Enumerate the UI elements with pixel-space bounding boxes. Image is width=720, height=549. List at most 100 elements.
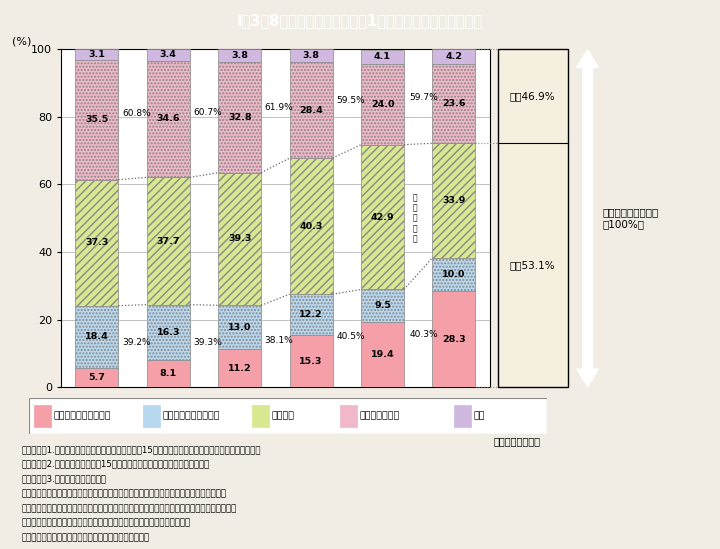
Bar bbox=[289, 335, 333, 387]
Bar bbox=[433, 49, 475, 64]
Text: 38.1%: 38.1% bbox=[265, 335, 294, 345]
Bar bbox=[218, 172, 261, 305]
Bar bbox=[147, 360, 189, 387]
Text: 59.5%: 59.5% bbox=[336, 96, 365, 105]
Text: 35.5: 35.5 bbox=[85, 115, 109, 124]
Text: 9.5: 9.5 bbox=[374, 301, 391, 310]
Bar bbox=[361, 322, 404, 387]
Bar bbox=[34, 405, 51, 427]
Text: 第１子出産前有職者
（100%）: 第１子出産前有職者 （100%） bbox=[603, 208, 659, 229]
Bar bbox=[218, 49, 261, 62]
Bar bbox=[361, 64, 404, 144]
Text: 就業継続（育休利用）－妊娠判明時就業〜育児休業取得〜子供１歳時就業: 就業継続（育休利用）－妊娠判明時就業〜育児休業取得〜子供１歳時就業 bbox=[22, 489, 226, 498]
Text: 24.0: 24.0 bbox=[371, 99, 395, 109]
Text: 40.5%: 40.5% bbox=[336, 332, 365, 340]
Bar bbox=[76, 49, 118, 60]
Text: 42.9: 42.9 bbox=[371, 212, 395, 222]
Text: 28.4: 28.4 bbox=[300, 106, 323, 115]
Text: 16.3: 16.3 bbox=[156, 328, 180, 337]
Bar bbox=[218, 62, 261, 172]
Bar bbox=[433, 64, 475, 143]
FancyBboxPatch shape bbox=[29, 398, 547, 434]
Text: 12〜16: 12〜16 bbox=[297, 406, 325, 414]
Bar bbox=[76, 306, 118, 368]
Bar bbox=[147, 305, 189, 360]
Text: 平成２〜６: 平成２〜６ bbox=[155, 406, 181, 414]
Text: 23.6: 23.6 bbox=[442, 99, 466, 108]
Text: 39.3%: 39.3% bbox=[193, 338, 222, 347]
Text: （2005〜2009）: （2005〜2009） bbox=[351, 419, 413, 428]
Text: 就業継続（育休利用）: 就業継続（育休利用） bbox=[54, 411, 111, 421]
Text: 出産退職　　　　　　－妊娠判明時就業〜子供１歳時無職: 出産退職 －妊娠判明時就業〜子供１歳時無職 bbox=[22, 519, 190, 528]
Text: 妊娠前から無職: 妊娠前から無職 bbox=[359, 411, 400, 421]
Bar bbox=[289, 294, 333, 335]
Text: （1990〜1994）: （1990〜1994） bbox=[138, 419, 199, 428]
Text: 就業継続（育休なし）: 就業継続（育休なし） bbox=[163, 411, 220, 421]
Bar bbox=[218, 305, 261, 349]
Text: （1985〜1989）: （1985〜1989） bbox=[66, 419, 128, 428]
Text: 19.4: 19.4 bbox=[371, 350, 395, 359]
Bar bbox=[76, 180, 118, 306]
Bar bbox=[433, 143, 475, 257]
Text: 5.7: 5.7 bbox=[89, 373, 105, 382]
Text: （子供の出生年）: （子供の出生年） bbox=[493, 436, 540, 446]
Text: 出産退職: 出産退職 bbox=[271, 411, 294, 421]
Text: 出
産
前
有
職: 出 産 前 有 職 bbox=[413, 193, 417, 244]
Bar bbox=[433, 292, 475, 387]
Text: 3.1: 3.1 bbox=[89, 50, 105, 59]
Text: 就業継続（育休なし）－妊娠判明時就業〜育児休業取得なし〜子供１歳時就業: 就業継続（育休なし）－妊娠判明時就業〜育児休業取得なし〜子供１歳時就業 bbox=[22, 504, 237, 513]
Text: 33.9: 33.9 bbox=[442, 196, 466, 205]
Text: 37.7: 37.7 bbox=[156, 237, 180, 245]
Text: 無職46.9%: 無職46.9% bbox=[510, 91, 555, 102]
Bar bbox=[361, 289, 404, 322]
Text: 34.6: 34.6 bbox=[156, 114, 180, 124]
Bar bbox=[147, 60, 189, 177]
Text: 13.0: 13.0 bbox=[228, 323, 251, 332]
Bar bbox=[143, 405, 160, 427]
Text: 3.　出産前後の就業経歴: 3. 出産前後の就業経歴 bbox=[22, 474, 107, 484]
Text: 40.3: 40.3 bbox=[300, 222, 323, 231]
Text: 11.2: 11.2 bbox=[228, 363, 251, 373]
Text: 3.4: 3.4 bbox=[160, 51, 176, 59]
Text: ７〜11: ７〜11 bbox=[228, 406, 251, 414]
Text: 4.2: 4.2 bbox=[446, 52, 462, 61]
Text: 60.7%: 60.7% bbox=[193, 108, 222, 117]
Text: 15.3: 15.3 bbox=[300, 357, 323, 366]
Bar bbox=[454, 405, 471, 427]
Text: 61.9%: 61.9% bbox=[265, 103, 294, 112]
Bar bbox=[289, 158, 333, 294]
Text: 不詳: 不詳 bbox=[474, 411, 485, 421]
Text: 59.7%: 59.7% bbox=[410, 93, 438, 102]
Text: （備考）　1.　国立社会保障・人口問題研究所「第15回出生動向基本調査（夫婦調査）」より作成。: （備考） 1. 国立社会保障・人口問題研究所「第15回出生動向基本調査（夫婦調査… bbox=[22, 445, 261, 454]
Text: 10.0: 10.0 bbox=[442, 270, 466, 279]
Text: （2010〜2014）: （2010〜2014） bbox=[423, 419, 485, 428]
Bar bbox=[76, 368, 118, 387]
Text: （1995〜1999）: （1995〜1999） bbox=[209, 419, 271, 428]
Bar bbox=[147, 177, 189, 305]
Text: 妊娠前から無職　　　－妊娠判明時無職: 妊娠前から無職 －妊娠判明時無職 bbox=[22, 534, 150, 542]
Bar bbox=[433, 257, 475, 292]
Text: 18.4: 18.4 bbox=[85, 332, 109, 341]
Bar bbox=[340, 405, 357, 427]
Text: 39.2%: 39.2% bbox=[122, 338, 150, 347]
Bar bbox=[252, 405, 269, 427]
Text: 3.8: 3.8 bbox=[302, 51, 320, 60]
Text: 28.3: 28.3 bbox=[442, 335, 466, 344]
Text: 8.1: 8.1 bbox=[160, 369, 177, 378]
Bar bbox=[147, 49, 189, 60]
Text: 40.3%: 40.3% bbox=[410, 330, 438, 339]
Text: 昭和60〜平成元: 昭和60〜平成元 bbox=[75, 406, 119, 414]
Text: 32.8: 32.8 bbox=[228, 113, 251, 122]
Text: 37.3: 37.3 bbox=[85, 238, 109, 247]
Bar bbox=[289, 49, 333, 62]
Text: I－3－8図　子供の出生年別第1子出産前後の妻の就業経歴: I－3－8図 子供の出生年別第1子出産前後の妻の就業経歴 bbox=[237, 13, 483, 28]
Text: 17〜21: 17〜21 bbox=[369, 406, 397, 414]
FancyArrow shape bbox=[577, 68, 598, 387]
Text: 2.　第１子が１歳以上15歳未満の初婚どうしの夫婦について集計。: 2. 第１子が１歳以上15歳未満の初婚どうしの夫婦について集計。 bbox=[22, 460, 210, 469]
Bar bbox=[361, 50, 404, 64]
Bar bbox=[289, 62, 333, 158]
Text: 22〜26: 22〜26 bbox=[440, 406, 468, 414]
Text: （2000〜2004）: （2000〜2004） bbox=[280, 419, 342, 428]
Bar bbox=[218, 349, 261, 387]
Text: 4.1: 4.1 bbox=[374, 52, 391, 61]
